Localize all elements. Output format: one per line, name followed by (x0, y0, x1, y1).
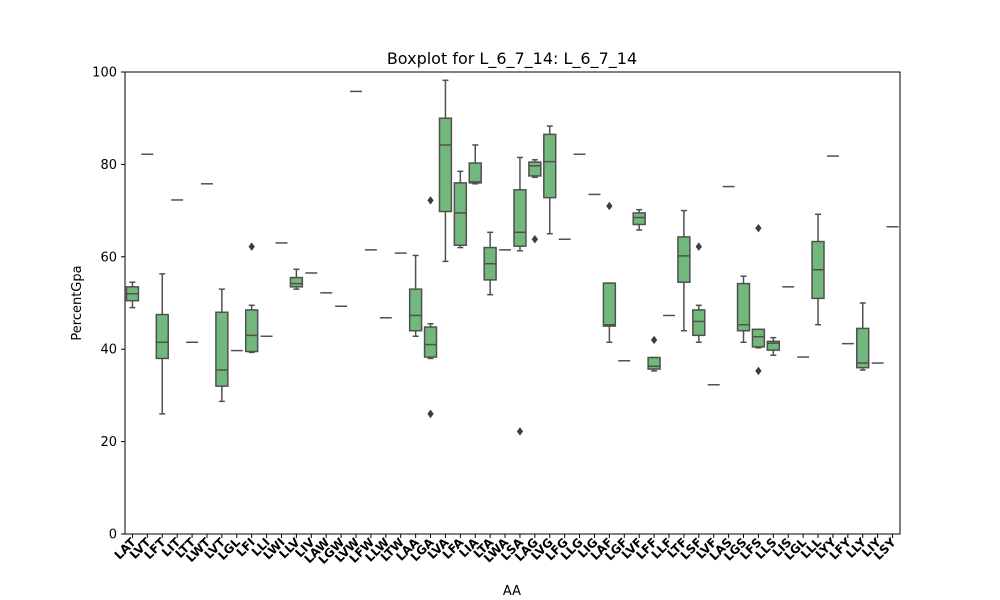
outlier-point (755, 223, 762, 233)
outlier-point (650, 335, 658, 345)
box-LFI (244, 242, 259, 354)
outlier-point (427, 196, 434, 205)
y-axis-label: PercentGpa (70, 265, 85, 340)
y-tick-label: 80 (100, 158, 117, 173)
box-LGA (423, 196, 438, 419)
y-tick-label: 0 (109, 528, 117, 543)
outlier-point (531, 235, 539, 244)
box-LAA (408, 254, 423, 338)
y-axis: 0 20 40 60 80 100 (92, 66, 125, 543)
box-LVA (438, 79, 453, 263)
iqr-box (632, 212, 646, 226)
iqr-box (513, 189, 527, 247)
box-LLY (856, 302, 870, 371)
box-LAT (125, 281, 140, 309)
box-LGS (736, 275, 751, 344)
box-LVG (543, 125, 557, 235)
iqr-box (543, 133, 557, 199)
box-LIA (468, 144, 482, 185)
iqr-box (692, 309, 706, 337)
box-LSA (513, 156, 527, 436)
box-LLS (766, 336, 781, 356)
iqr-box (602, 282, 617, 327)
iqr-box (766, 340, 781, 351)
iqr-box (647, 356, 661, 370)
box-LVT (215, 288, 229, 403)
box-LFS (751, 223, 766, 376)
y-tick-label: 20 (100, 435, 117, 450)
box-LTF (677, 209, 691, 332)
iqr-box (751, 328, 766, 348)
x-axis: LATLVTLFTLITLTTLWTLVTLGLLFILLILWILLVLIVL… (112, 534, 899, 567)
box-series (125, 79, 899, 436)
plot-area-frame (124, 71, 901, 535)
y-tick-label: 60 (100, 250, 117, 265)
box-LFT (155, 273, 169, 415)
box-LTA (483, 231, 497, 296)
box-LVF (632, 208, 646, 231)
outlier-point (427, 409, 434, 419)
iqr-box (289, 276, 304, 288)
box-LAG (528, 159, 542, 244)
iqr-box (244, 309, 259, 353)
iqr-box (423, 326, 438, 358)
iqr-box (856, 327, 870, 369)
iqr-box (528, 161, 542, 177)
box-LLL (811, 213, 825, 326)
iqr-box (736, 282, 751, 332)
y-tick-label: 100 (92, 66, 117, 81)
iqr-box (408, 288, 423, 332)
outlier-point (606, 201, 613, 211)
iqr-box (215, 311, 229, 387)
iqr-box (453, 182, 468, 247)
iqr-box (438, 117, 453, 213)
box-LLV (289, 268, 304, 290)
outlier-point (516, 427, 524, 436)
x-axis-label: AA (503, 584, 521, 599)
outlier-point (695, 242, 702, 251)
box-LFA (453, 170, 468, 249)
box-LAF (602, 201, 617, 344)
box-LFF (647, 335, 661, 372)
iqr-box (468, 162, 482, 184)
box-LSF (692, 242, 706, 344)
chart-title: Boxplot for L_6_7_14: L_6_7_14 (387, 49, 637, 69)
outlier-point (248, 242, 255, 251)
iqr-box (155, 313, 169, 360)
y-tick-label: 40 (100, 343, 117, 358)
outlier-point (755, 366, 762, 376)
iqr-box (677, 236, 691, 283)
